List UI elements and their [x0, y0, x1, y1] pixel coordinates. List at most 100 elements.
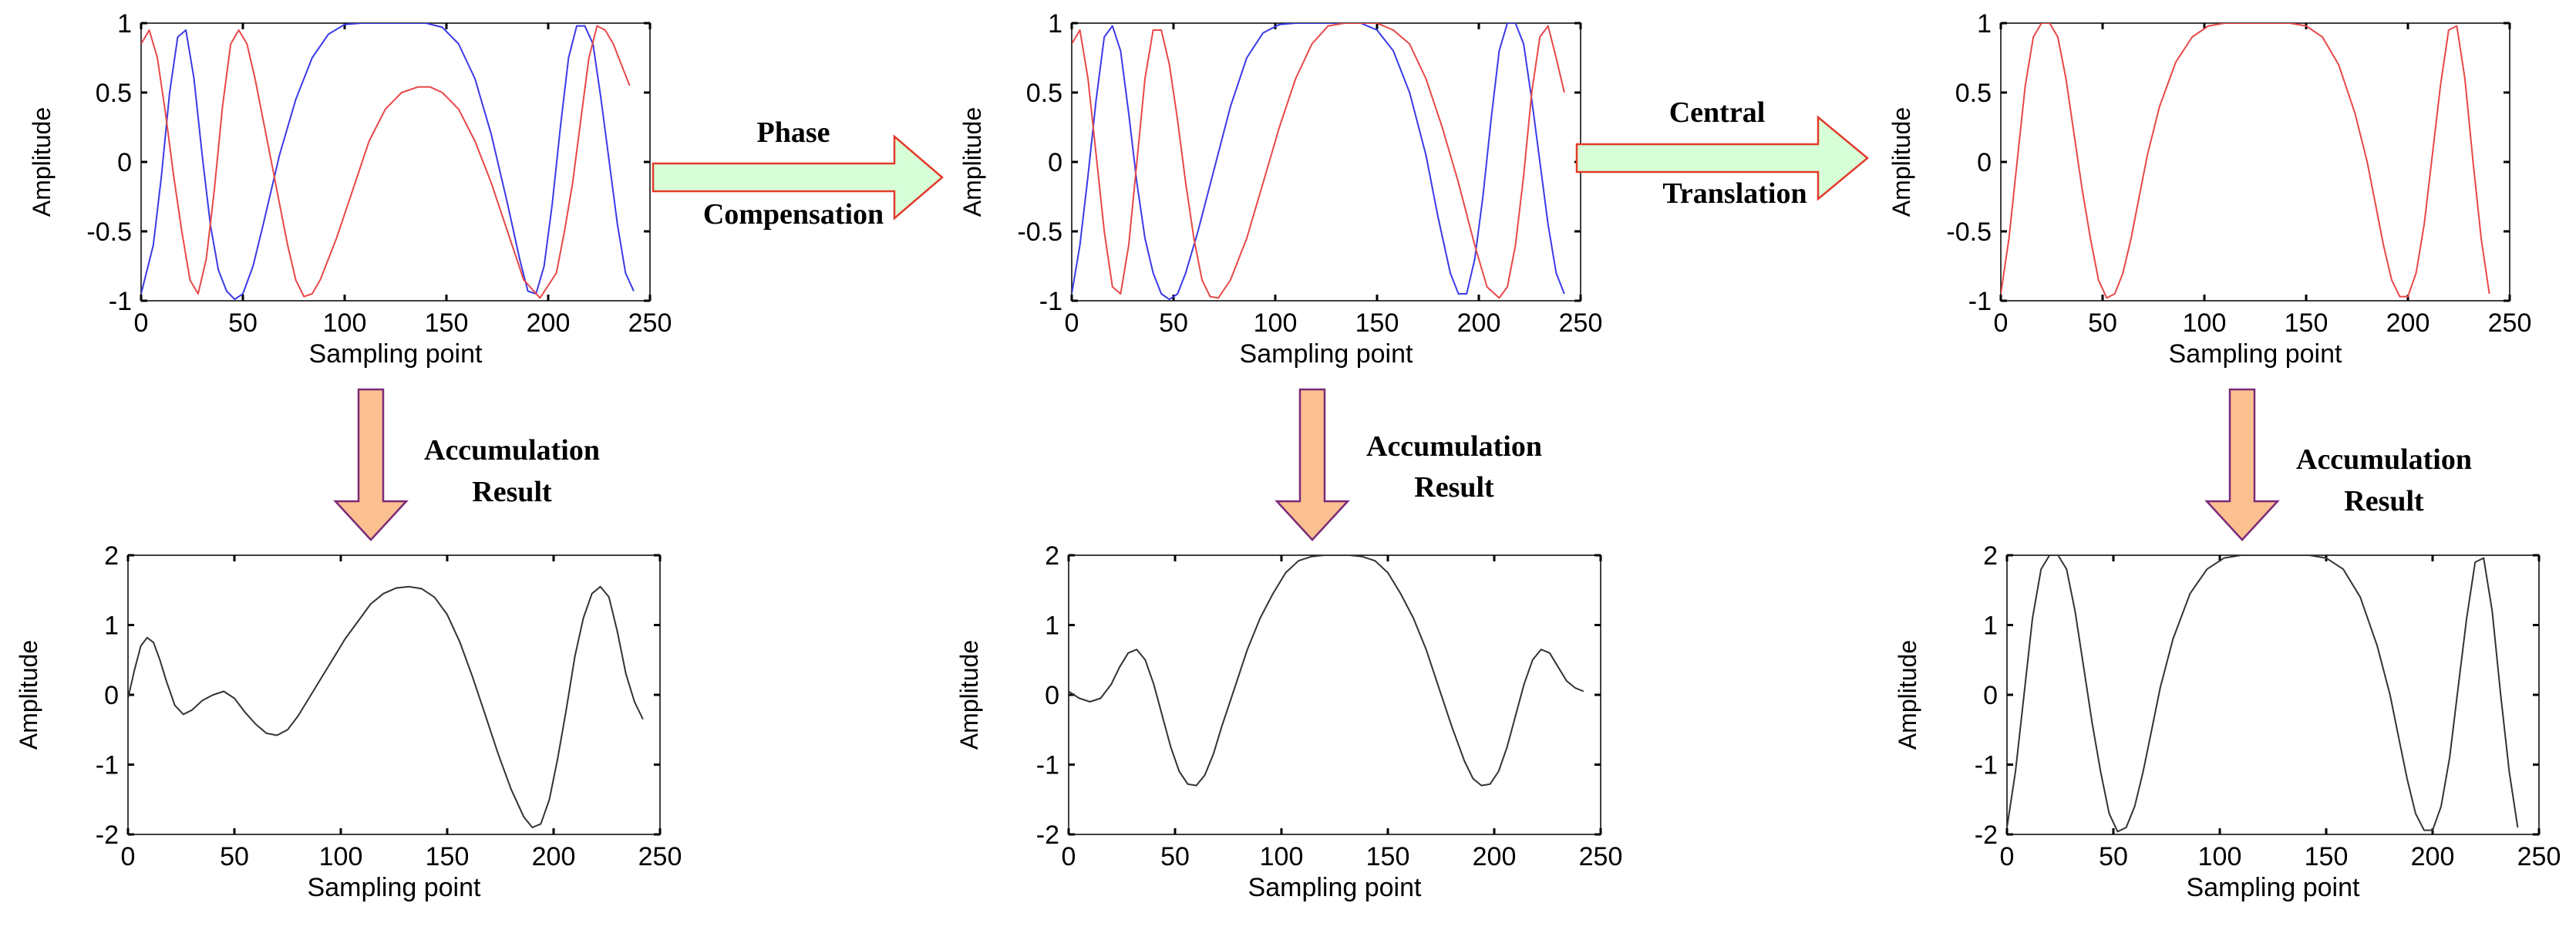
top-middle-ytick-label: 1: [1048, 9, 1062, 39]
top-right-xtick-label: 50: [2088, 308, 2117, 338]
top-right-xtick-label: 0: [1994, 308, 2009, 338]
top-right-xlabel: Sampling point: [2169, 339, 2342, 369]
bottom-middle-ytick-label: -2: [1036, 821, 1059, 850]
bottom-middle-ytick-label: 2: [1045, 541, 1059, 571]
bottom-middle-xtick-label: 100: [1260, 842, 1304, 871]
accumulation-label-left: Accumulation: [424, 434, 600, 467]
bottom-right-ytick-label: -1: [1975, 751, 1998, 780]
top-middle-xtick-label: 150: [1355, 308, 1399, 338]
top-middle-series-red: [1072, 23, 1565, 299]
bottom-left-ytick-label: -2: [96, 821, 119, 850]
top-left-xtick-label: 0: [134, 308, 149, 338]
accumulation-label-right: Accumulation: [2296, 443, 2472, 476]
top-middle-xlabel: Sampling point: [1240, 339, 1413, 369]
chart-bottom-right: 0 50 100 150 200 250 -2 -1 0 1 2 Sampling point Ampl…: [1894, 541, 2561, 902]
bottom-right-ytick-label: 1: [1983, 612, 1998, 641]
phase-compensation-arrow-shape: [652, 134, 944, 221]
top-middle-ytick-label: 0.5: [1026, 79, 1062, 108]
result-label-middle: Result: [1414, 471, 1494, 504]
top-left-xtick-label: 150: [425, 308, 469, 338]
bottom-middle-series-accumulation: [1069, 555, 1584, 787]
bottom-left-xtick-label: 100: [319, 842, 363, 871]
top-left-series-group: [141, 23, 635, 301]
top-left-ytick-label: 1: [117, 9, 132, 39]
translation-label: Translation: [1662, 177, 1807, 210]
top-right-ytick-label: 1: [1977, 9, 1992, 39]
top-middle-ytick-label: -1: [1039, 287, 1062, 316]
chart-top-right: 0 50 100 150 200 250 -1 -0.5 0 0.5 1 Sampling point…: [1887, 9, 2531, 369]
bottom-middle-xtick-label: 250: [1579, 842, 1623, 871]
bottom-left-xtick-label: 0: [121, 842, 136, 871]
top-left-ytick-label: -1: [109, 287, 132, 316]
result-label-right: Result: [2344, 485, 2424, 517]
bottom-middle-xlabel: Sampling point: [1248, 873, 1422, 902]
accumulation-label-middle: Accumulation: [1366, 430, 1542, 463]
bottom-right-xtick-label: 50: [2099, 842, 2128, 871]
bottom-right-xtick-label: 200: [2411, 842, 2455, 871]
bottom-right-ytick-label: -2: [1975, 821, 1998, 850]
top-middle-ytick-label: -0.5: [1017, 217, 1062, 247]
top-middle-series-group: [1072, 23, 1565, 301]
top-left-xtick-label: 200: [527, 308, 571, 338]
accumulation-arrow-right-shape: [2204, 388, 2280, 541]
top-right-plot-frame: [2000, 22, 2510, 302]
top-left-series-blue: [141, 23, 635, 301]
bottom-right-ylabel: Amplitude: [1894, 640, 1921, 750]
bottom-middle-xtick-label: 0: [1062, 842, 1076, 871]
bottom-left-ytick-label: -1: [96, 751, 119, 780]
bottom-middle-xtick-label: 150: [1366, 842, 1410, 871]
bottom-left-xtick-label: 250: [638, 842, 682, 871]
top-left-ytick-label: -0.5: [86, 217, 132, 247]
top-right-series-group: [2001, 23, 2490, 299]
bottom-left-ytick-label: 0: [104, 681, 119, 710]
chart-top-middle: 0 50 100 150 200 250 -1 -0.5 0 0.5 1 Sampling point…: [958, 9, 1602, 369]
central-translation-arrow: Central Translation: [1575, 96, 1869, 210]
accumulation-arrow-middle-shape: [1275, 388, 1350, 541]
bottom-middle-xtick-label: 50: [1160, 842, 1190, 871]
bottom-right-xtick-label: 250: [2517, 842, 2561, 871]
bottom-left-xlabel: Sampling point: [308, 873, 481, 902]
accumulation-arrow-right: Accumulation Result: [2204, 388, 2472, 541]
bottom-right-ytick-label: 0: [1983, 681, 1998, 710]
top-middle-series-blue: [1072, 23, 1565, 301]
top-middle-xtick-label: 50: [1159, 308, 1188, 338]
accumulation-arrow-left: Accumulation Result: [333, 388, 600, 541]
phase-compensation-arrow: Phase Compensation: [652, 116, 944, 231]
bottom-left-ytick-label: 2: [104, 541, 119, 571]
bottom-left-ytick-label: 1: [104, 612, 119, 641]
top-left-ytick-label: 0.5: [96, 79, 132, 108]
top-left-xtick-label: 50: [228, 308, 258, 338]
top-right-xtick-label: 200: [2386, 308, 2430, 338]
bottom-left-xtick-label: 200: [532, 842, 576, 871]
top-left-xtick-label: 250: [628, 308, 672, 338]
top-right-ylabel: Amplitude: [1887, 107, 1915, 217]
accumulation-arrow-middle: Accumulation Result: [1275, 388, 1542, 541]
top-right-xtick-label: 150: [2285, 308, 2329, 338]
bottom-left-xtick-label: 150: [426, 842, 470, 871]
top-right-series-red: [2001, 23, 2490, 299]
bottom-right-plot-frame: [2006, 554, 2540, 835]
chart-bottom-middle: 0 50 100 150 200 250 -2 -1 0 1 2 Sampling point Ampl…: [955, 541, 1622, 902]
bottom-middle-ytick-label: -1: [1036, 751, 1059, 780]
compensation-label: Compensation: [703, 198, 884, 231]
top-right-ytick-label: -0.5: [1946, 217, 1992, 247]
bottom-middle-series-group: [1069, 555, 1584, 787]
bottom-right-xtick-label: 150: [2305, 842, 2349, 871]
bottom-right-xtick-label: 100: [2198, 842, 2242, 871]
top-middle-ylabel: Amplitude: [958, 107, 986, 217]
top-right-ytick-label: 0: [1977, 148, 1992, 177]
bottom-left-series-accumulation: [128, 585, 644, 828]
bottom-left-series-group: [128, 585, 644, 828]
top-middle-ytick-label: 0: [1048, 148, 1062, 177]
accumulation-arrow-left-shape: [333, 388, 409, 541]
bottom-left-xtick-label: 50: [220, 842, 249, 871]
bottom-right-xlabel: Sampling point: [2187, 873, 2360, 902]
top-left-xlabel: Sampling point: [309, 339, 483, 369]
top-left-xtick-label: 100: [323, 308, 367, 338]
top-middle-xtick-label: 0: [1065, 308, 1079, 338]
top-right-ytick-label: -1: [1968, 287, 1992, 316]
bottom-right-series-accumulation: [2007, 555, 2519, 833]
top-right-ytick-label: 0.5: [1955, 79, 1992, 108]
top-left-series-red: [141, 25, 631, 299]
